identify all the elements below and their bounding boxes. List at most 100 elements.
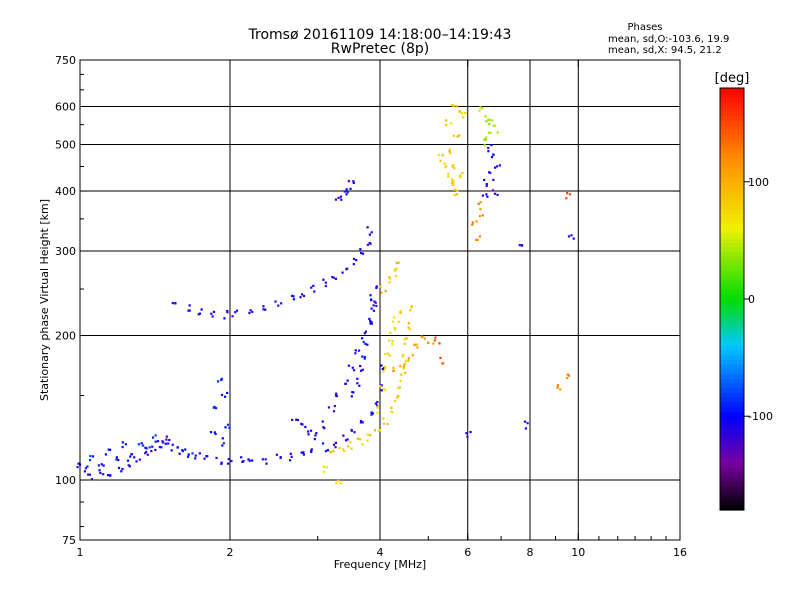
colorbar-band (720, 336, 744, 342)
echo-point (168, 438, 171, 442)
echo-point (249, 309, 252, 312)
echo-point (333, 405, 336, 408)
echo-point (520, 244, 523, 247)
echo-point (479, 208, 482, 211)
echo-point (359, 364, 362, 368)
colorbar-band (720, 191, 744, 197)
echo-point (226, 309, 229, 313)
echo-point (248, 459, 251, 462)
colorbar-band (720, 275, 744, 281)
colorbar-band (720, 388, 744, 394)
echo-point (415, 343, 418, 346)
echo-point (559, 388, 562, 391)
echo-point (452, 182, 455, 185)
echo-point (471, 223, 474, 226)
echo-point (344, 382, 348, 385)
echo-point (384, 352, 387, 356)
echo-point (226, 311, 229, 314)
echo-point (359, 248, 362, 251)
echo-point (363, 357, 366, 360)
echo-point (230, 459, 233, 463)
echo-point (460, 112, 463, 115)
echo-point (262, 305, 265, 308)
echo-point (453, 194, 456, 197)
echo-point (292, 298, 296, 301)
echo-point (212, 310, 216, 314)
echo-point (388, 339, 391, 342)
echo-point (214, 432, 217, 436)
echo-point (323, 470, 326, 473)
echo-point (479, 106, 482, 109)
colorbar-tick-label: 0 (748, 293, 755, 306)
echo-point (487, 131, 491, 134)
echo-point (89, 454, 92, 458)
echo-point (364, 330, 368, 333)
echo-point (323, 427, 326, 430)
colorbar-band (720, 153, 744, 159)
y-tick-label: 75 (62, 534, 76, 547)
echo-point (350, 429, 353, 432)
colorbar-band (720, 130, 744, 136)
echo-point (408, 328, 412, 331)
echo-point (360, 369, 363, 372)
echo-point (488, 122, 491, 126)
echo-point (290, 455, 293, 458)
echo-point (488, 118, 491, 122)
echo-point (396, 396, 399, 399)
echo-point (565, 197, 568, 200)
echo-point (350, 395, 353, 398)
echo-point (411, 354, 414, 357)
echo-point (456, 189, 459, 192)
echo-point (148, 446, 151, 449)
echo-point (352, 180, 355, 183)
echo-point (484, 115, 487, 118)
echo-point (399, 365, 402, 368)
echo-point (309, 429, 313, 432)
echo-point (523, 420, 527, 423)
echo-point (449, 152, 452, 155)
echo-point (188, 309, 191, 312)
echo-point (261, 458, 264, 461)
chart-title: Tromsø 20161109 14:18:00–14:19:43 (248, 27, 512, 43)
echo-point (359, 421, 363, 424)
echo-point (306, 430, 310, 433)
echo-point (380, 389, 383, 392)
x-tick-label: 6 (464, 546, 471, 559)
echo-point (203, 457, 206, 460)
echo-point (381, 367, 384, 371)
echo-point (342, 434, 345, 437)
echo-point (223, 317, 226, 320)
echo-point (371, 412, 374, 415)
echo-point (151, 445, 154, 448)
echo-point (366, 243, 370, 246)
echo-point (389, 331, 392, 334)
echo-point (395, 261, 398, 265)
echo-point (302, 451, 305, 454)
colorbar-band (720, 416, 744, 422)
echo-point (165, 438, 168, 441)
echo-point (485, 193, 488, 196)
echo-point (384, 289, 387, 293)
colorbar-band (720, 252, 744, 258)
echo-point (556, 384, 559, 387)
echo-point (572, 237, 575, 240)
colorbar-band (720, 266, 744, 272)
echo-point (321, 442, 325, 445)
echo-point (300, 451, 303, 454)
echo-point (375, 304, 378, 308)
echo-point (526, 422, 529, 425)
echo-point (475, 238, 478, 241)
echo-point (361, 421, 364, 424)
echo-point (350, 447, 353, 450)
echo-point (358, 384, 361, 387)
echo-point (361, 337, 364, 340)
echo-point (393, 328, 397, 331)
echo-point (295, 418, 298, 421)
colorbar-band (720, 425, 744, 431)
colorbar-band (720, 186, 744, 192)
echo-point (88, 473, 91, 476)
phase-colorbar: 100 0 -100 [deg] (715, 71, 773, 511)
echo-point (290, 294, 294, 297)
echo-point (355, 259, 358, 262)
echo-point (450, 122, 453, 125)
